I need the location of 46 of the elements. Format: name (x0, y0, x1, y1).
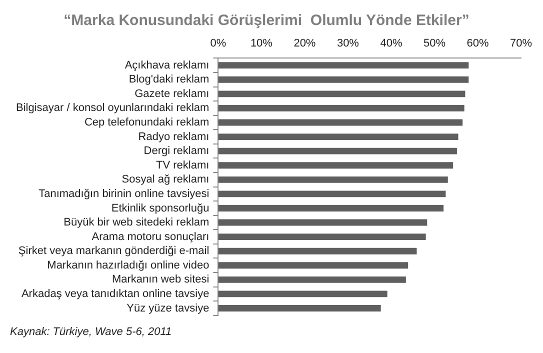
y-tick-label: Markanın web sitesi (112, 274, 210, 286)
bar (218, 190, 446, 198)
y-tick-label: Açıkhava reklamı (124, 59, 210, 72)
x-tick-label: 30% (336, 38, 360, 50)
bar (218, 134, 458, 140)
bar (218, 248, 417, 254)
x-tick-label: 40% (380, 38, 402, 50)
y-tick-label: Sosyal ağ reklamı (122, 174, 210, 186)
y-tick-label: Şirket veya markanın gönderdiği e-mail (18, 245, 210, 258)
y-tick-label: TV reklamı (156, 159, 210, 172)
chart-title: “Marka Konusundaki Görüşlerimi Olumlu Yönde Etkiler” (64, 12, 470, 30)
bar (218, 305, 381, 312)
bar (218, 219, 428, 226)
bar (218, 148, 457, 154)
bar (218, 276, 406, 283)
bar (218, 104, 464, 112)
y-tick-label: Blog'daki reklam (128, 74, 210, 86)
bar (218, 176, 448, 183)
bar (218, 119, 463, 126)
x-tick-label: 10% (250, 38, 273, 50)
y-tick-label: Arama motoru sonuçları (92, 230, 210, 243)
bar (218, 162, 454, 169)
y-tick-label: Arkadaş veya tanıdıktan online tavsiye (21, 288, 210, 300)
x-tick-label: 0% (210, 38, 226, 50)
x-tick-label: 60% (466, 38, 489, 50)
y-tick-label: Etkinlik sponsorluğu (111, 202, 210, 214)
y-tick-label: Gazete reklamı (134, 88, 210, 100)
bar (218, 234, 426, 240)
y-tick-label: Dergi reklamı (144, 145, 210, 158)
y-tick-label: Cep telefonundaki reklam (84, 116, 210, 129)
y-tick-label: Radyo reklamı (138, 130, 210, 143)
bar (218, 76, 469, 83)
y-tick-label: Tanımadığın birinin online tavsiyesi (38, 188, 210, 200)
y-tick-label: Büyük bir web sitedeki reklam (64, 216, 210, 229)
y-tick-label: Bilgisayar / konsol oyunlarındaki reklam (16, 102, 210, 114)
bar (218, 290, 388, 298)
bar (218, 62, 469, 69)
y-tick-label: Markanın hazırladığı online video (47, 259, 210, 272)
y-tick-label: Yüz yüze tavsiye (126, 302, 210, 314)
bar (218, 90, 466, 98)
x-tick-label: 20% (294, 38, 316, 50)
text: Kaynak: Türkiye, Wave 5-6, 2011 (9, 326, 173, 338)
bar (218, 205, 444, 212)
x-tick-label: 70% (510, 38, 532, 50)
x-tick-label: 50% (423, 38, 446, 50)
bar (218, 262, 408, 269)
